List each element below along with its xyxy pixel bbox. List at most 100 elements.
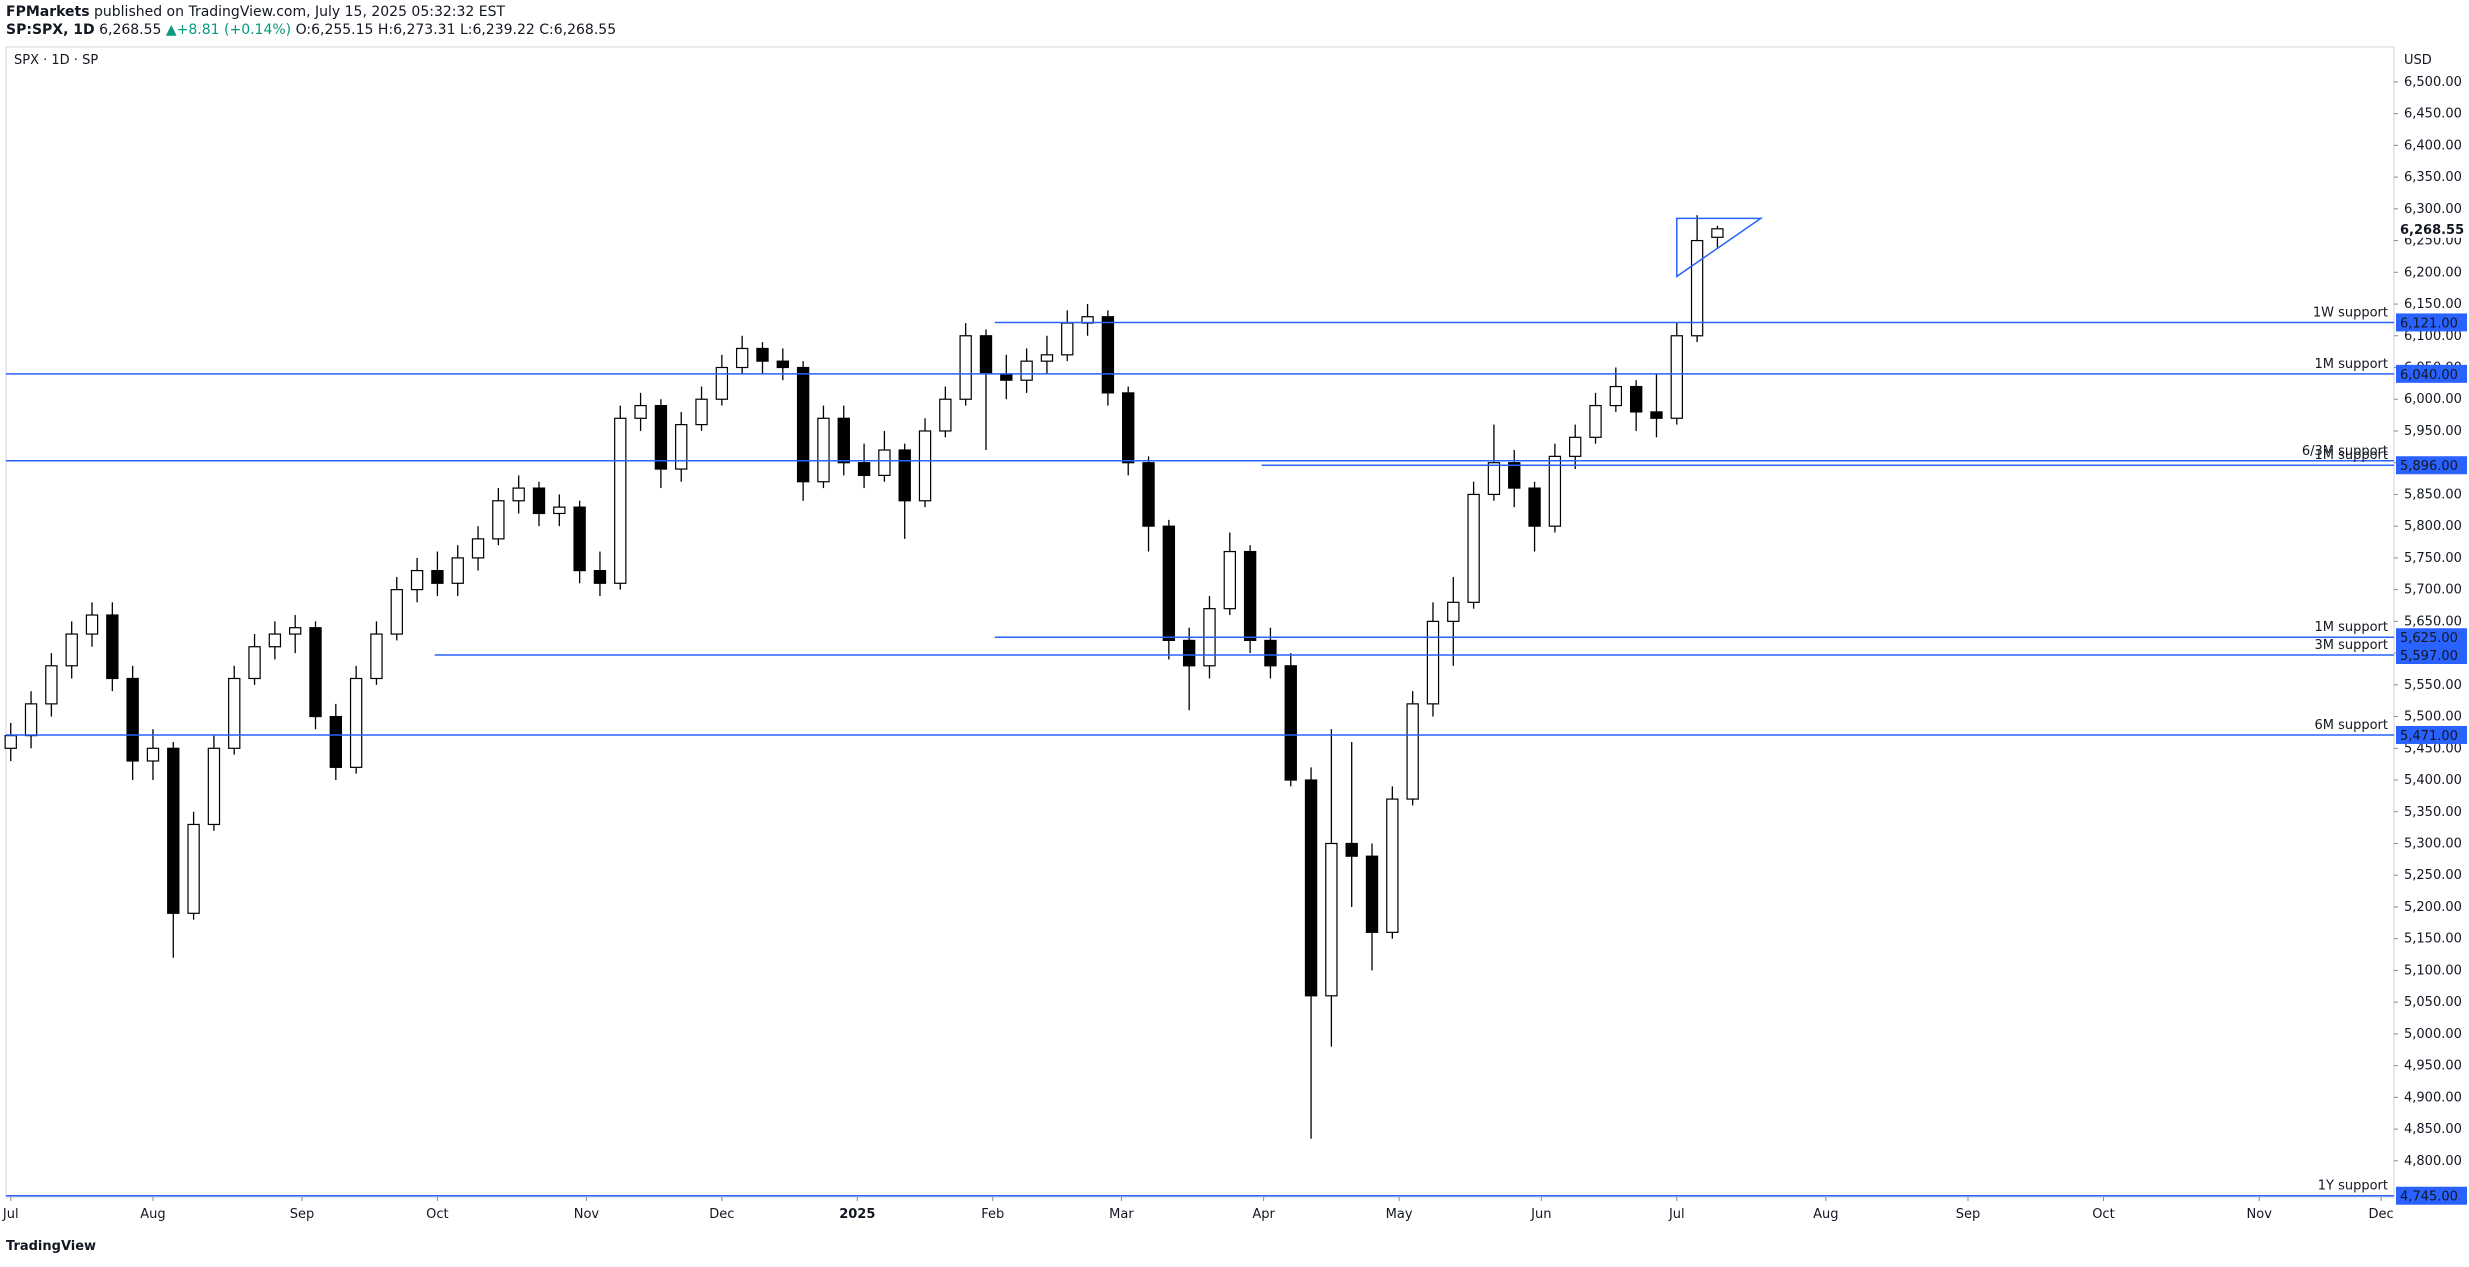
y-tick-label: 6,100.00 bbox=[2404, 329, 2462, 344]
y-tick-label: 5,500.00 bbox=[2404, 710, 2462, 725]
candle-body bbox=[1629, 385, 1643, 413]
x-tick-label: Jul bbox=[2, 1207, 19, 1222]
triangle-drawing bbox=[1676, 217, 1764, 278]
candle-body bbox=[715, 366, 729, 400]
y-tick-label: 5,800.00 bbox=[2404, 519, 2462, 534]
support-name: 1M support bbox=[2314, 620, 2388, 635]
y-tick-label: 5,700.00 bbox=[2404, 583, 2462, 598]
candle-body bbox=[857, 462, 871, 476]
candle-body bbox=[1122, 392, 1135, 464]
candle-body bbox=[1508, 462, 1521, 489]
last-price-box bbox=[2396, 219, 2467, 238]
published: published on TradingView.com, July 15, 2… bbox=[94, 4, 505, 20]
candle-body bbox=[349, 677, 363, 768]
price-box-label: 5,597.00 bbox=[2400, 649, 2458, 664]
candle-body bbox=[1690, 239, 1704, 337]
x-tick-label: Jul bbox=[1668, 1207, 1685, 1222]
price-box-label: 6,121.00 bbox=[2400, 316, 2458, 331]
candle-body bbox=[146, 747, 160, 762]
candle-body bbox=[654, 404, 668, 470]
publisher: FPMarkets bbox=[6, 4, 90, 20]
price-box bbox=[2396, 313, 2467, 332]
currency: USD bbox=[2404, 53, 2432, 68]
x-tick-label: May bbox=[1386, 1207, 1413, 1222]
candle-body bbox=[329, 715, 343, 768]
candle-body bbox=[1101, 316, 1115, 394]
candle-body bbox=[1548, 455, 1562, 527]
candle-body bbox=[1406, 703, 1419, 800]
x-tick-label: 2025 bbox=[839, 1207, 875, 1222]
close: C:6,268.55 bbox=[539, 22, 616, 38]
candle-body bbox=[939, 398, 952, 432]
candle-body bbox=[24, 703, 38, 737]
pane-title: SPX · 1D · SP bbox=[14, 53, 98, 68]
candle-body bbox=[1487, 462, 1501, 496]
y-tick-label: 6,150.00 bbox=[2404, 297, 2462, 312]
candle-body bbox=[817, 417, 830, 483]
candle-body bbox=[1447, 601, 1460, 622]
quote-line: SP:SPX, 1D 6,268.55 ▲+8.81 (+0.14%) O:6,… bbox=[6, 22, 616, 38]
candle-body bbox=[1609, 385, 1623, 407]
price-box-label: 5,896.00 bbox=[2400, 459, 2458, 474]
y-tick-label: 5,100.00 bbox=[2404, 963, 2462, 978]
last-price-label: 6,268.55 bbox=[2400, 223, 2464, 238]
candle-body bbox=[390, 589, 403, 635]
price-box-label: 4,745.00 bbox=[2400, 1190, 2458, 1205]
y-tick-label: 5,150.00 bbox=[2404, 932, 2462, 947]
price-box bbox=[2396, 1186, 2467, 1205]
support-name: 1W support bbox=[2313, 305, 2388, 320]
x-tick-label: Mar bbox=[1109, 1207, 1134, 1222]
y-tick-label: 6,500.00 bbox=[2404, 75, 2462, 90]
x-tick-label: Oct bbox=[2092, 1207, 2114, 1222]
candle-body bbox=[1467, 493, 1480, 603]
candle-body bbox=[45, 665, 58, 705]
x-tick-label: Dec bbox=[709, 1207, 734, 1222]
y-tick-label: 5,050.00 bbox=[2404, 995, 2462, 1010]
x-tick-label: Sep bbox=[290, 1207, 315, 1222]
candle-body bbox=[1243, 550, 1257, 642]
candle-body bbox=[1182, 639, 1196, 667]
y-tick-label: 4,800.00 bbox=[2404, 1154, 2462, 1169]
candle-body bbox=[1325, 842, 1338, 997]
x-tick-label: Apr bbox=[1252, 1207, 1275, 1222]
candle-body bbox=[1569, 436, 1582, 457]
y-tick-label: 4,900.00 bbox=[2404, 1090, 2462, 1105]
candle-body bbox=[1223, 550, 1236, 610]
candle-body bbox=[878, 449, 891, 476]
y-tick-label: 5,250.00 bbox=[2404, 868, 2462, 883]
candle-body bbox=[1020, 360, 1033, 381]
candle-body bbox=[4, 735, 17, 749]
x-tick-label: Aug bbox=[140, 1207, 165, 1222]
price-box bbox=[2396, 456, 2467, 475]
candle-body bbox=[1040, 354, 1054, 362]
price-box-label: 5,471.00 bbox=[2400, 729, 2458, 744]
candle-body bbox=[1650, 411, 1663, 419]
y-tick-label: 6,300.00 bbox=[2404, 202, 2462, 217]
candle-body bbox=[776, 360, 789, 369]
price-box-label: 5,625.00 bbox=[2400, 631, 2458, 646]
y-tick-label: 6,350.00 bbox=[2404, 170, 2462, 185]
y-tick-label: 5,400.00 bbox=[2404, 773, 2462, 788]
y-tick-label: 5,300.00 bbox=[2404, 836, 2462, 851]
candle-body bbox=[1142, 462, 1155, 527]
candle-body bbox=[1061, 322, 1074, 356]
candle-body bbox=[451, 557, 464, 584]
candle-body bbox=[675, 424, 688, 470]
support-name: 6M support bbox=[2314, 718, 2388, 733]
candle-body bbox=[1264, 639, 1277, 667]
candle-body bbox=[410, 569, 424, 591]
candle-body bbox=[1345, 842, 1358, 857]
candle-body bbox=[756, 347, 769, 362]
candle-body bbox=[207, 747, 221, 826]
support-name: 1M support bbox=[2314, 357, 2388, 372]
y-tick-label: 5,850.00 bbox=[2404, 487, 2462, 502]
x-tick-label: Feb bbox=[981, 1207, 1004, 1222]
candle-body bbox=[1365, 855, 1379, 933]
candle-body bbox=[167, 747, 180, 914]
candle-body bbox=[228, 677, 241, 749]
y-tick-label: 6,000.00 bbox=[2404, 392, 2462, 407]
high: H:6,273.31 bbox=[378, 22, 456, 38]
candle-body bbox=[370, 633, 383, 680]
y-tick-label: 6,400.00 bbox=[2404, 138, 2462, 153]
candle-body bbox=[979, 335, 993, 375]
